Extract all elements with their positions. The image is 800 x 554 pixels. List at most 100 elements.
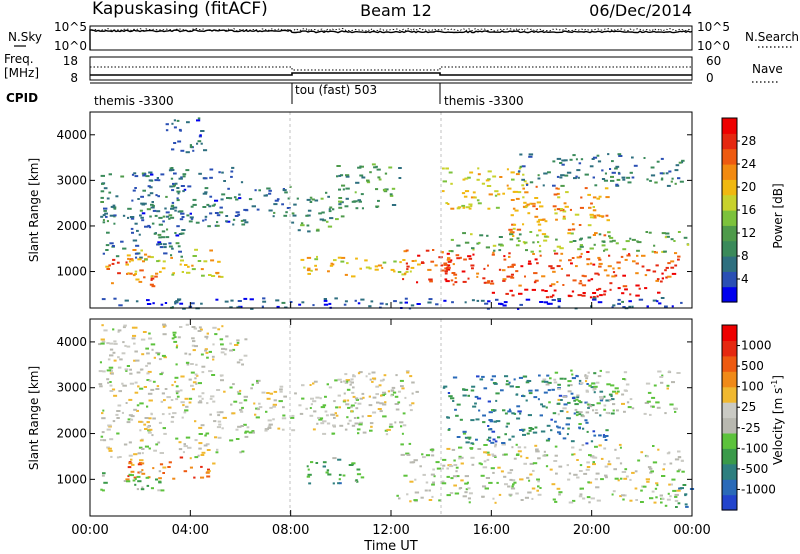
data-cell: [597, 301, 603, 304]
data-cell: [405, 270, 409, 273]
data-cell: [378, 178, 382, 181]
data-cell: [216, 448, 219, 451]
data-cell: [206, 475, 211, 478]
data-cell: [276, 198, 280, 201]
data-cell: [366, 181, 371, 184]
data-cell: [547, 171, 551, 174]
data-cell: [188, 220, 193, 223]
colorbar-swatch: [722, 210, 737, 226]
data-cell: [112, 245, 115, 247]
data-cell: [584, 375, 589, 378]
data-cell: [136, 371, 141, 374]
data-cell: [164, 388, 168, 390]
data-cell: [219, 374, 224, 377]
data-cell: [580, 237, 583, 240]
data-cell: [282, 406, 285, 409]
data-cell: [127, 216, 130, 219]
data-cell: [221, 427, 224, 430]
data-cell: [616, 178, 621, 181]
data-cell: [454, 281, 458, 284]
data-cell: [534, 258, 538, 261]
data-cell: [185, 323, 189, 326]
data-cell: [547, 389, 551, 392]
data-cell: [161, 371, 164, 374]
data-cell: [322, 404, 327, 407]
data-cell: [458, 457, 463, 460]
data-cell: [519, 153, 523, 156]
data-cell: [556, 245, 561, 248]
data-cell: [133, 342, 136, 345]
data-cell: [468, 203, 473, 206]
data-cell: [314, 199, 319, 202]
data-cell: [244, 221, 249, 224]
data-cell: [125, 263, 129, 266]
data-cell: [524, 191, 529, 194]
power-data: [100, 117, 690, 310]
data-cell: [192, 255, 197, 257]
data-cell: [325, 414, 329, 417]
data-cell: [674, 499, 679, 502]
data-cell: [535, 185, 538, 188]
data-cell: [262, 297, 266, 300]
x-tick-label: 12:00: [372, 523, 409, 538]
data-cell: [555, 218, 558, 221]
data-cell: [128, 441, 132, 444]
data-cell: [573, 399, 576, 402]
data-cell: [258, 406, 263, 409]
data-cell: [125, 369, 128, 372]
data-cell: [197, 117, 201, 120]
data-cell: [229, 386, 233, 389]
data-cell: [569, 208, 572, 211]
data-cell: [670, 483, 673, 486]
data-cell: [144, 253, 148, 256]
data-cell: [137, 452, 141, 455]
data-cell: [190, 384, 194, 387]
data-cell: [148, 226, 152, 229]
data-cell: [168, 412, 171, 415]
data-cell: [151, 348, 154, 351]
data-cell: [147, 425, 151, 427]
data-cell: [552, 205, 557, 208]
colorbar-swatch: [722, 325, 737, 341]
data-cell: [560, 184, 565, 187]
data-cell: [559, 399, 563, 401]
data-cell: [192, 340, 196, 343]
data-cell: [150, 256, 154, 259]
data-cell: [376, 401, 380, 404]
data-cell: [468, 207, 472, 210]
data-cell: [179, 218, 184, 221]
data-cell: [141, 469, 144, 472]
data-cell: [301, 301, 305, 304]
data-cell: [150, 275, 153, 278]
data-cell: [527, 212, 531, 215]
data-cell: [357, 199, 361, 202]
data-cell: [149, 192, 154, 195]
data-cell: [128, 461, 132, 464]
data-cell: [464, 436, 469, 439]
data-cell: [241, 406, 244, 409]
data-cell: [621, 402, 625, 405]
data-cell: [118, 304, 123, 307]
data-cell: [571, 453, 574, 456]
data-cell: [578, 224, 582, 226]
data-cell: [291, 414, 295, 417]
data-cell: [448, 395, 453, 398]
data-cell: [571, 223, 575, 226]
data-cell: [411, 260, 415, 262]
data-cell: [109, 348, 114, 351]
data-cell: [191, 326, 196, 328]
data-cell: [608, 235, 611, 238]
data-cell: [201, 397, 204, 400]
data-cell: [355, 398, 359, 401]
data-cell: [488, 439, 491, 442]
data-cell: [229, 439, 234, 442]
data-cell: [552, 498, 556, 501]
data-cell: [356, 416, 360, 419]
data-cell: [543, 239, 548, 242]
data-cell: [592, 176, 595, 179]
data-cell: [557, 300, 561, 303]
data-cell: [395, 408, 400, 411]
data-cell: [388, 425, 394, 428]
data-cell: [100, 435, 104, 438]
data-cell: [492, 244, 497, 247]
